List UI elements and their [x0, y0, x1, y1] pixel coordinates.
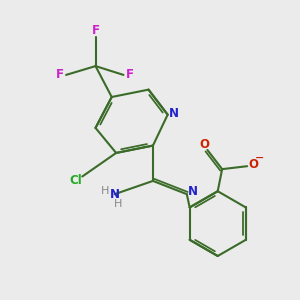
Text: H: H [101, 186, 110, 196]
Text: −: − [255, 153, 265, 163]
Text: N: N [110, 188, 120, 201]
Text: H: H [113, 199, 122, 208]
Text: Cl: Cl [69, 174, 82, 188]
Text: O: O [200, 138, 209, 151]
Text: N: N [169, 107, 179, 120]
Text: O: O [249, 158, 259, 171]
Text: N: N [188, 185, 198, 198]
Text: F: F [92, 24, 100, 37]
Text: F: F [56, 68, 64, 81]
Text: F: F [126, 68, 134, 81]
